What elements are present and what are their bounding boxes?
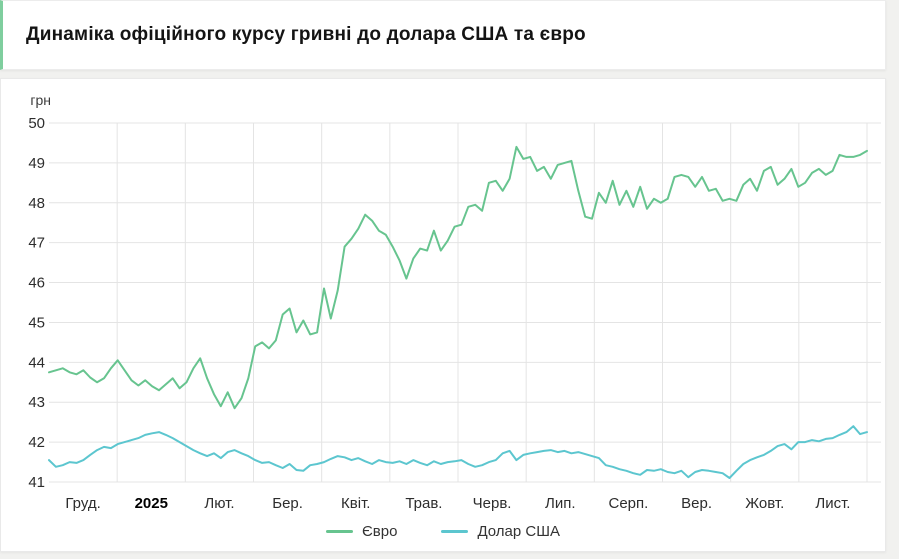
y-tick-label: 46	[28, 275, 45, 292]
y-tick-label: 43	[28, 394, 45, 411]
chart-legend: Євро Долар США	[1, 523, 885, 540]
y-tick-label: 47	[28, 235, 45, 252]
y-tick-label: 49	[28, 155, 45, 172]
y-tick-label: 44	[28, 354, 45, 371]
usd-line-swatch-icon	[441, 530, 469, 533]
x-tick-label: 2025	[135, 495, 168, 512]
x-tick-label: Трав.	[405, 495, 442, 512]
x-tick-label: Серп.	[609, 495, 649, 512]
exchange-rate-chart[interactable]: 50 49 48 47 46 45 44 43 42 41 грн Груд. 2025 Лют. Бер.…	[1, 79, 885, 521]
legend-label-euro: Євро	[362, 523, 398, 540]
y-tick-label: 50	[28, 115, 45, 132]
legend-item-usd[interactable]: Долар США	[441, 523, 560, 540]
title-card: Динаміка офіційного курсу гривні до дола…	[0, 0, 886, 70]
x-tick-label: Лип.	[545, 495, 576, 512]
euro-line[interactable]	[48, 145, 868, 410]
page-title: Динаміка офіційного курсу гривні до дола…	[26, 24, 586, 45]
x-tick-label: Квіт.	[341, 495, 370, 512]
y-tick-label: 41	[28, 474, 45, 491]
x-tick-label: Бер.	[272, 495, 303, 512]
usd-line[interactable]	[48, 425, 868, 479]
y-tick-label: 48	[28, 195, 45, 212]
x-tick-label: Лист.	[815, 495, 850, 512]
legend-label-usd: Долар США	[477, 523, 560, 540]
x-tick-label: Лют.	[204, 495, 234, 512]
y-tick-label: 45	[28, 314, 45, 331]
page: Динаміка офіційного курсу гривні до дола…	[0, 0, 886, 552]
y-tick-label: 42	[28, 434, 45, 451]
y-axis-unit-label: грн	[30, 92, 51, 108]
chart-card: 50 49 48 47 46 45 44 43 42 41 грн Груд. 2025 Лют. Бер.…	[0, 78, 886, 552]
legend-item-euro[interactable]: Євро	[326, 523, 397, 540]
x-tick-label: Жовт.	[745, 495, 784, 512]
x-tick-label: Черв.	[473, 495, 512, 512]
x-tick-label: Груд.	[65, 495, 100, 512]
euro-line-swatch-icon	[326, 530, 354, 533]
x-tick-label: Вер.	[681, 495, 712, 512]
